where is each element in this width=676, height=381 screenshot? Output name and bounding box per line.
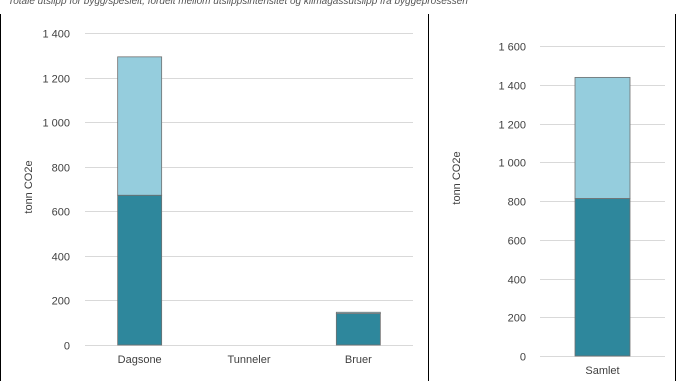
chart-caption: Totale utslipp for bygg/spesielt, fordel… [8, 0, 468, 7]
x-category-label: Tunneler [227, 354, 270, 366]
y-tick-label: 800 [52, 163, 70, 175]
y-tick-label: 0 [64, 341, 70, 353]
chart-panel-right: 0 200 400 600 800 1 000 1 200 1 400 1 600 tonn CO… [451, 42, 665, 377]
y-tick-label: 0 [520, 352, 526, 364]
y-tick-label: 400 [508, 275, 526, 287]
y-tick-label: 1 200 [498, 120, 526, 132]
bar-segment [574, 198, 631, 357]
bar-segment [335, 311, 381, 314]
y-tick-label: 600 [508, 236, 526, 248]
y-tick-label: 1 400 [42, 29, 70, 41]
bar-segment [117, 56, 163, 196]
x-category-label: Samlet [585, 365, 619, 377]
chart-panel-left: 0 200 400 600 800 1 000 1 200 1 400 tonn CO2e Dag… [23, 29, 413, 366]
y-axis-label: tonn CO2e [451, 151, 463, 204]
y-tick-label: 800 [508, 197, 526, 209]
bar-segment [117, 194, 163, 346]
y-tick-label: 600 [52, 207, 70, 219]
bar-segment [574, 76, 631, 199]
y-tick-label: 1 200 [42, 74, 70, 86]
bar-segment [335, 313, 381, 346]
y-tick-label: 400 [52, 252, 70, 264]
y-tick-label: 1 000 [42, 118, 70, 130]
y-axis-label: tonn CO2e [23, 160, 35, 213]
y-tick-label: 200 [508, 313, 526, 325]
y-tick-label: 1 600 [498, 42, 526, 54]
y-tick-label: 200 [52, 296, 70, 308]
x-category-label: Bruer [345, 354, 372, 366]
y-tick-label: 1 400 [498, 81, 526, 93]
y-tick-label: 1 000 [498, 158, 526, 170]
x-category-label: Dagsone [118, 354, 162, 366]
